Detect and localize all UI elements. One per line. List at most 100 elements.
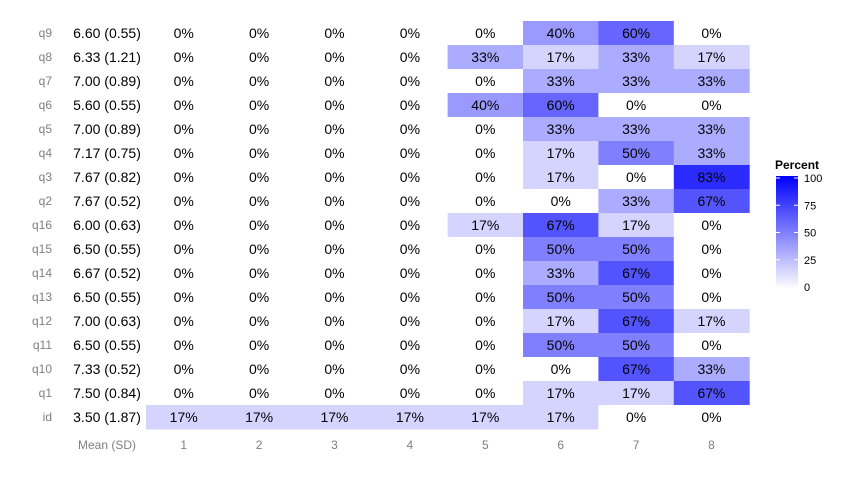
column-tick-label: 8: [708, 438, 715, 452]
heatmap-cell: [447, 45, 524, 70]
row-label: q8: [39, 50, 53, 64]
cell-value-label: 0%: [400, 313, 420, 329]
heatmap-cell: [296, 165, 373, 190]
heatmap-cell: [372, 261, 449, 286]
cell-value-label: 0%: [400, 241, 420, 257]
cell-value-label: 0%: [249, 25, 269, 41]
heatmap-cell: [372, 357, 449, 382]
cell-value-label: 0%: [701, 265, 721, 281]
cell-value-label: 0%: [324, 25, 344, 41]
cell-value-label: 0%: [249, 361, 269, 377]
heatmap-cell: [673, 285, 750, 310]
cell-value-label: 0%: [324, 73, 344, 89]
cell-value-label: 0%: [701, 241, 721, 257]
heatmap-cell: [146, 189, 222, 214]
mean-sd-value: 7.67 (0.82): [73, 169, 141, 185]
cell-value-label: 0%: [324, 97, 344, 113]
cell-value-label: 0%: [174, 73, 194, 89]
row-label: q11: [33, 338, 52, 352]
cell-value-label: 33%: [697, 121, 725, 137]
heatmap-cell: [523, 117, 599, 142]
heatmap-cell: [372, 333, 449, 358]
cell-value-label: 0%: [701, 409, 721, 425]
cell-value-label: 33%: [622, 49, 650, 65]
cell-value-label: 0%: [249, 145, 269, 161]
heatmap-cell: [447, 261, 524, 286]
cell-value-label: 33%: [622, 121, 650, 137]
heatmap-cell: [372, 405, 449, 430]
cell-value-label: 0%: [174, 193, 194, 209]
heatmap-cell: [673, 45, 750, 70]
heatmap-cell: [296, 93, 373, 118]
heatmap-cell: [372, 45, 449, 70]
mean-sd-value: 5.60 (0.55): [73, 97, 141, 113]
cell-value-label: 67%: [697, 385, 725, 401]
legend-title: Percent: [775, 158, 819, 172]
heatmap-cell: [447, 21, 524, 46]
heatmap-cell: [523, 93, 599, 118]
cell-value-label: 17%: [547, 385, 575, 401]
cell-value-label: 0%: [400, 361, 420, 377]
cell-value-label: 17%: [396, 409, 424, 425]
cell-value-label: 0%: [626, 409, 646, 425]
cell-value-label: 17%: [170, 409, 198, 425]
heatmap-cell: [447, 309, 524, 334]
heatmap-cell: [523, 381, 599, 406]
heatmap-cell: [673, 405, 750, 430]
cell-value-label: 0%: [475, 145, 495, 161]
column-tick-label: 1: [180, 438, 187, 452]
cell-value-label: 0%: [400, 97, 420, 113]
cell-value-label: 50%: [622, 145, 650, 161]
legend-tick-label: 0: [804, 282, 810, 294]
cell-value-label: 0%: [174, 241, 194, 257]
cell-value-label: 0%: [475, 121, 495, 137]
heatmap-cell: [221, 117, 298, 142]
row-label: q12: [32, 314, 52, 328]
cell-value-label: 17%: [320, 409, 348, 425]
cell-value-label: 0%: [174, 25, 194, 41]
heatmap-cell: [146, 213, 222, 238]
legend-colorbar: [776, 176, 798, 289]
mean-sd-value: 7.50 (0.84): [73, 385, 141, 401]
cell-value-label: 0%: [324, 145, 344, 161]
heatmap-cell: [598, 333, 675, 358]
cell-value-label: 0%: [400, 169, 420, 185]
heatmap-cell: [146, 333, 222, 358]
cell-value-label: 40%: [547, 25, 575, 41]
heatmap-cell: [598, 189, 675, 214]
heatmap-cell: [598, 117, 675, 142]
heatmap-cell: [296, 189, 373, 214]
heatmap-cell: [221, 213, 298, 238]
cell-value-label: 0%: [174, 289, 194, 305]
heatmap-cell: [447, 93, 524, 118]
heatmap-cell: [447, 285, 524, 310]
row-label: q1: [39, 386, 53, 400]
cell-value-label: 67%: [622, 265, 650, 281]
mean-sd-value: 6.50 (0.55): [73, 337, 141, 353]
heatmap-cell: [221, 45, 298, 70]
heatmap-cell: [447, 237, 524, 262]
cell-value-label: 0%: [701, 25, 721, 41]
cell-value-label: 0%: [324, 361, 344, 377]
heatmap-cell: [146, 381, 222, 406]
row-label: q2: [39, 194, 53, 208]
cell-value-label: 0%: [475, 25, 495, 41]
heatmap-cell: [673, 213, 750, 238]
cell-value-label: 17%: [547, 169, 575, 185]
heatmap-cell: [598, 21, 675, 46]
heatmap-cell: [523, 333, 599, 358]
heatmap-cell: [523, 69, 599, 94]
cell-value-label: 0%: [400, 121, 420, 137]
legend-tick-label: 50: [804, 228, 816, 240]
heatmap-cell: [146, 69, 222, 94]
heatmap-cell: [598, 141, 675, 166]
labels-layer: q9 6.60 (0.55) 0% 0% 0% 0% 0% 40% 60% 0%q8 6.33 (1…: [32, 25, 726, 452]
cell-value-label: 0%: [400, 145, 420, 161]
cell-value-label: 0%: [324, 241, 344, 257]
cell-value-label: 17%: [245, 409, 273, 425]
cell-value-label: 0%: [174, 361, 194, 377]
heatmap-cell: [447, 165, 524, 190]
cell-value-label: 17%: [547, 313, 575, 329]
heatmap-cell: [146, 141, 222, 166]
heatmap-cell: [146, 165, 222, 190]
